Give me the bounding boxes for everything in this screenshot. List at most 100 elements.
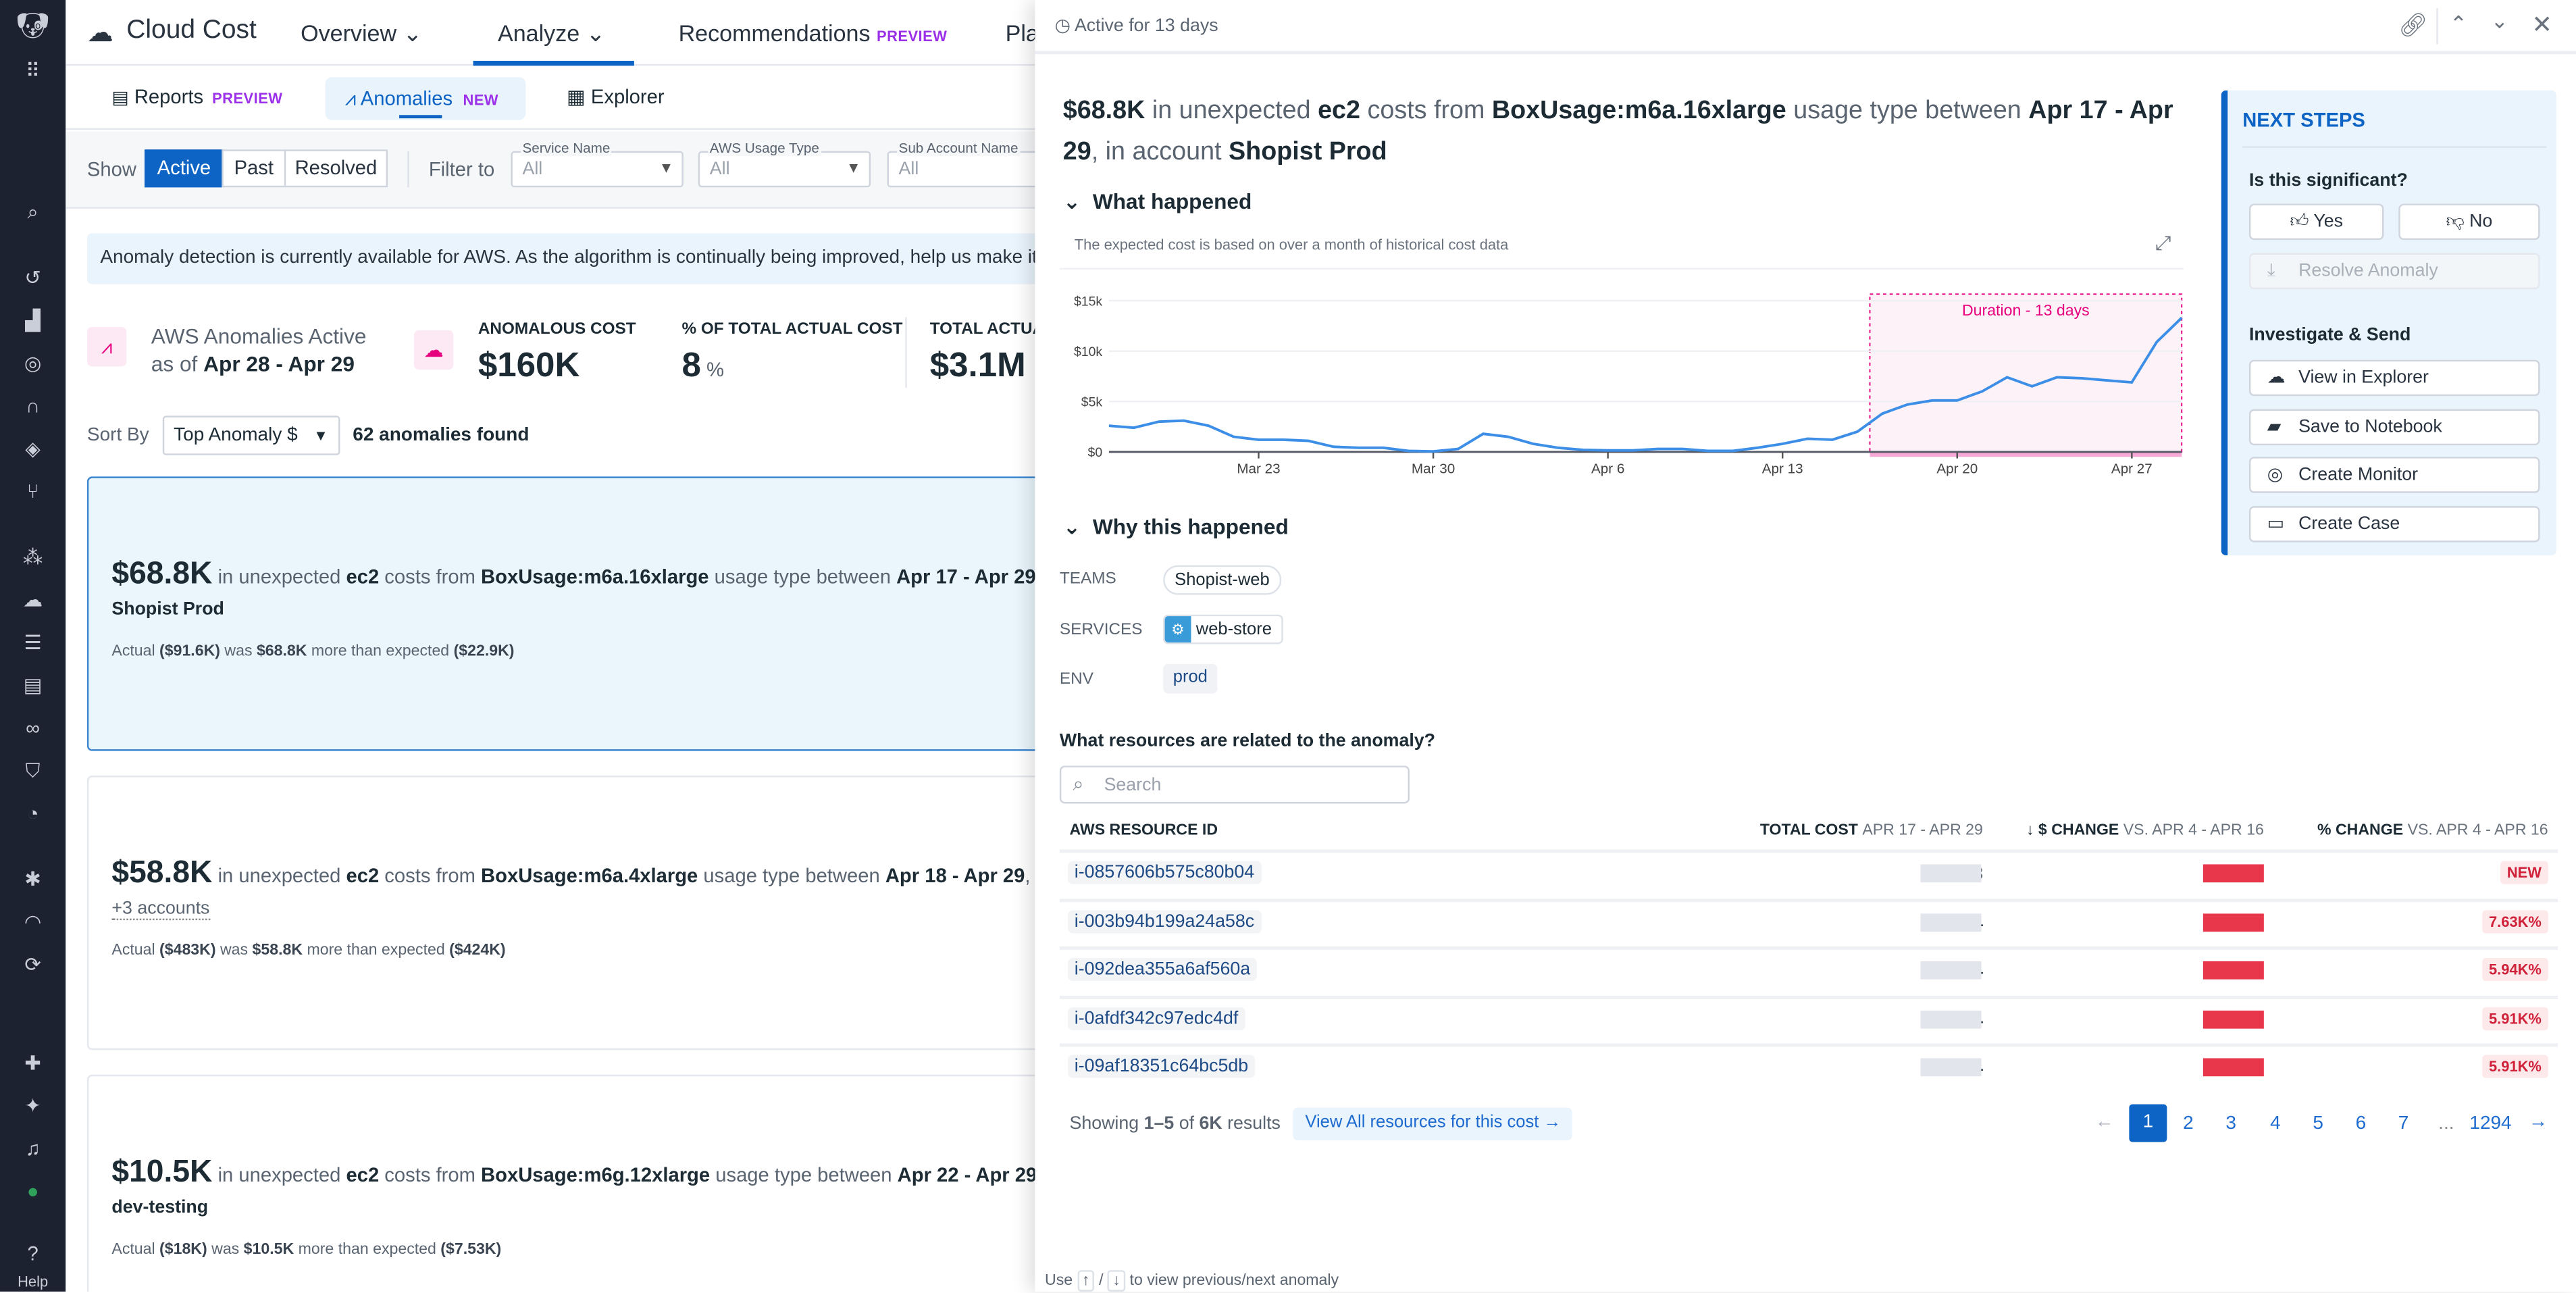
link-icon[interactable]: ∞	[0, 717, 66, 740]
subtab-label: Reports	[134, 85, 203, 108]
select-label: Sub Account Name	[897, 140, 1020, 156]
tab-recommendations[interactable]: Recommendations PREVIEW	[679, 20, 948, 46]
create-monitor-button[interactable]: ◎ Create Monitor	[2249, 457, 2540, 494]
sparkle-icon[interactable]: ✦	[0, 1094, 66, 1117]
col-resource-id[interactable]: AWS RESOURCE ID	[1069, 821, 1218, 840]
view-all-resources-link[interactable]: View All resources for this cost →	[1293, 1107, 1572, 1140]
page-1294[interactable]: 1294	[2465, 1113, 2517, 1136]
next-steps-panel: NEXT STEPS Is this significant? 👍︎ Yes 👎…	[2221, 91, 2556, 555]
what-happened-toggle[interactable]: ⌄ What happened	[1063, 189, 1252, 216]
resource-id-link[interactable]: i-0857606b575c80b04	[1068, 861, 1261, 884]
binoculars-icon[interactable]: ∩	[0, 395, 66, 417]
notebook-icon[interactable]: ▤	[0, 674, 66, 696]
text-segment: BoxUsage:m6a.16xlarge	[1492, 97, 1786, 125]
col-dollar-change[interactable]: ↓ $ CHANGE VS. APR 4 - APR 16	[2026, 821, 2264, 840]
text-segment: ec2	[346, 864, 379, 887]
table-row[interactable]: i-0afdf342c97edc4df$254+$2505.91K%	[1060, 995, 2558, 1043]
previous-anomaly-icon[interactable]: ⌃	[2450, 11, 2468, 38]
bug-icon[interactable]: ✱	[0, 867, 66, 890]
resource-id-link[interactable]: i-0afdf342c97edc4df	[1068, 1007, 1245, 1030]
resource-id-link[interactable]: i-092dea355a6af560a	[1068, 958, 1257, 981]
column-sub: VS. APR 4 - APR 16	[2408, 821, 2548, 840]
left-nav: 🐶︎⠿⌕↺▟◎∩◈⑂⁂☁☰▤∞⛉◔✱◠⟳✚✦♫●?Help	[0, 0, 66, 1292]
service-chip[interactable]: ⚙web-store	[1163, 615, 1283, 644]
show-resolved-button[interactable]: Resolved	[284, 149, 388, 187]
tab-analyze[interactable]: Analyze ⌄	[498, 20, 605, 47]
history-icon[interactable]: ↺	[0, 266, 66, 289]
team-chip[interactable]: Shopist-web	[1163, 565, 1281, 595]
page-2[interactable]: 2	[2172, 1113, 2205, 1136]
anomaly-card[interactable]: $58.8K in unexpected ec2 costs from BoxU…	[87, 776, 1052, 1050]
subtab-reports[interactable]: ▤ Reports PREVIEW	[111, 85, 282, 108]
resource-id-link[interactable]: i-003b94b199a24a58c	[1068, 909, 1261, 932]
show-past-button[interactable]: Past	[222, 149, 286, 187]
chevron-down-icon: ⌄	[403, 20, 423, 46]
anomaly-card[interactable]: $10.5K in unexpected ec2 costs from BoxU…	[87, 1075, 1052, 1292]
cloud-cost-icon[interactable]: ☁	[0, 588, 66, 611]
tab-plan[interactable]: Pla	[1006, 20, 1039, 46]
integrations-icon[interactable]: ⁂	[0, 546, 66, 569]
next-page-icon[interactable]: →	[2522, 1113, 2555, 1132]
create-case-button[interactable]: ▭ Create Case	[2249, 506, 2540, 542]
table-row[interactable]: i-092dea355a6af560a$254+$2505.94K%	[1060, 946, 2558, 994]
show-active-button[interactable]: Active	[145, 149, 224, 187]
avatar-icon[interactable]: ●	[0, 1180, 66, 1202]
close-icon[interactable]: ✕	[2531, 10, 2552, 40]
sort-select[interactable]: Top Anomaly $▼	[162, 415, 340, 455]
page-1[interactable]: 1	[2129, 1105, 2167, 1142]
help-label[interactable]: Help	[0, 1270, 66, 1293]
anomaly-card[interactable]: $68.8K in unexpected ec2 costs from BoxU…	[87, 476, 1052, 751]
filter-bar: Show Active Past Resolved Filter to Serv…	[66, 132, 1051, 209]
y-tick-label: $10k	[1074, 345, 1102, 359]
why-happened-toggle[interactable]: ⌄ Why this happened	[1063, 514, 1289, 540]
subtab-anomalies[interactable]: ⩘ Anomalies NEW	[326, 77, 526, 120]
dashboard-chart-icon[interactable]: ▟	[0, 309, 66, 332]
column-label: TOTAL COST	[1760, 821, 1858, 840]
resource-search-input[interactable]: ⌕ Search	[1060, 765, 1410, 803]
resolve-anomaly-button[interactable]: ⤓ Resolve Anomaly	[2249, 253, 2540, 290]
watchdog-icon[interactable]: ◔	[0, 802, 66, 825]
yes-button[interactable]: 👍︎ Yes	[2249, 204, 2384, 240]
subtab-explorer[interactable]: ▦ Explorer	[567, 85, 664, 108]
logs-icon[interactable]: ☰	[0, 631, 66, 654]
page-5[interactable]: 5	[2302, 1113, 2335, 1136]
page-4[interactable]: 4	[2259, 1113, 2292, 1136]
expand-icon[interactable]: ⤢	[2155, 232, 2171, 256]
git-icon[interactable]: ⑂	[0, 480, 66, 503]
puzzle-icon[interactable]: ✚	[0, 1052, 66, 1075]
table-row[interactable]: i-0857606b575c80b04$253+$253NEW	[1060, 850, 2558, 898]
gauge-icon[interactable]: ◠	[0, 911, 66, 934]
table-row[interactable]: i-09af18351c64bc5db$254+$2505.91K%	[1060, 1044, 2558, 1092]
security-icon[interactable]: ⛉	[0, 759, 66, 782]
page-3[interactable]: 3	[2215, 1113, 2248, 1136]
apps-grid-icon[interactable]: ⠿	[0, 59, 66, 82]
help-icon[interactable]: ?	[0, 1242, 66, 1265]
sort-row: Sort By Top Anomaly $▼ 62 anomalies foun…	[87, 415, 530, 455]
select-value: All	[710, 159, 730, 179]
tab-overview[interactable]: Overview ⌄	[301, 20, 422, 47]
monitor-icon[interactable]: ◎	[0, 352, 66, 375]
bell-icon[interactable]: ♫	[0, 1137, 66, 1160]
cube-icon[interactable]: ◈	[0, 437, 66, 460]
synthetics-icon[interactable]: ⟳	[0, 953, 66, 976]
prev-page-icon[interactable]: ←	[2088, 1113, 2121, 1132]
link-icon[interactable]: 🔗︎	[2398, 11, 2427, 39]
col-total-cost[interactable]: TOTAL COST APR 17 - APR 29	[1760, 821, 1983, 840]
text-segment: BoxUsage:m6g.12xlarge	[481, 1163, 710, 1186]
col-pct-change[interactable]: % CHANGE VS. APR 4 - APR 16	[2317, 821, 2548, 840]
no-button[interactable]: 👎︎ No	[2398, 204, 2540, 240]
save-to-notebook-button[interactable]: ▰ Save to Notebook	[2249, 409, 2540, 445]
next-anomaly-icon[interactable]: ⌄	[2491, 8, 2509, 34]
resource-id-link[interactable]: i-09af18351c64bc5db	[1068, 1055, 1255, 1078]
env-chip[interactable]: prod	[1163, 664, 1217, 694]
as-of-dates: Apr 28 - Apr 29	[203, 352, 355, 376]
view-in-explorer-button[interactable]: ☁ View in Explorer	[2249, 360, 2540, 397]
search-icon[interactable]: ⌕	[0, 201, 66, 224]
table-row[interactable]: i-003b94b199a24a58c$254+$2507.63K%	[1060, 898, 2558, 946]
page-7[interactable]: 7	[2387, 1113, 2420, 1136]
accounts-link[interactable]: +3 accounts	[111, 899, 209, 921]
page-6[interactable]: 6	[2344, 1113, 2377, 1136]
